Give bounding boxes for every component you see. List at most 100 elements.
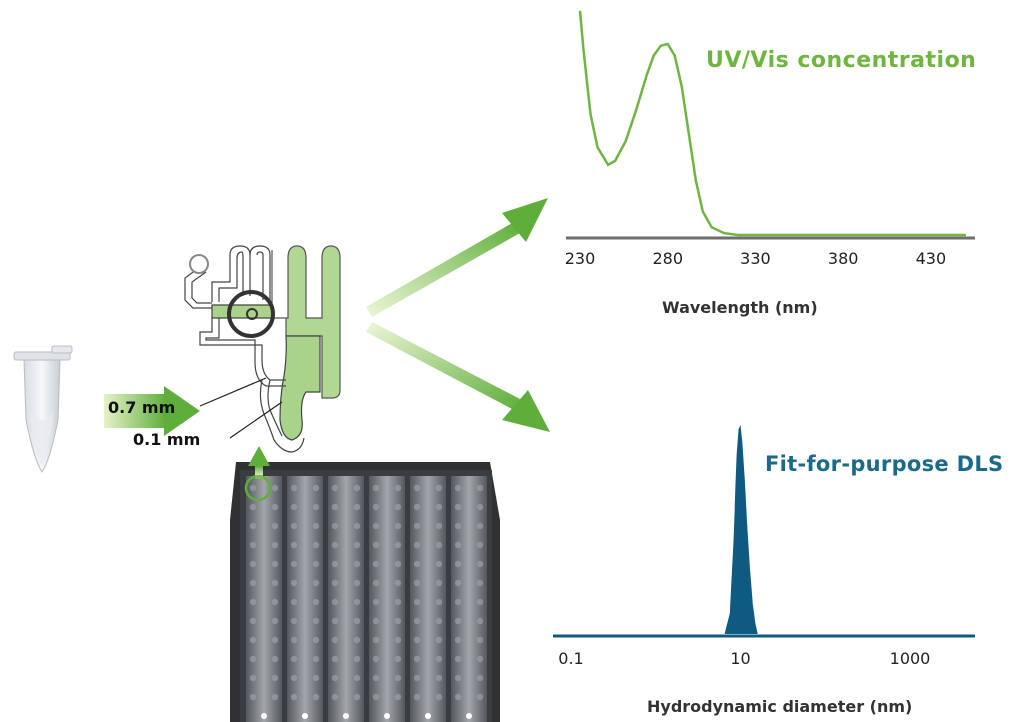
plate-well [353, 541, 361, 549]
dls-tick-label: 1000 [890, 649, 931, 668]
plate-well [435, 693, 443, 701]
plate-well [312, 636, 320, 644]
plate-well [394, 617, 402, 625]
plate-well [413, 636, 421, 644]
plate-well [372, 541, 380, 549]
plate-well [476, 560, 484, 568]
plate-well [454, 560, 462, 568]
plate-well [249, 693, 257, 701]
plate-well [413, 655, 421, 663]
dls-x-axis-label: Hydrodynamic diameter (nm) [647, 697, 913, 716]
plate-well [454, 617, 462, 625]
plate-well [394, 579, 402, 587]
plate-well [290, 579, 298, 587]
plate-well [290, 503, 298, 511]
plate-well [331, 541, 339, 549]
uv-chart-title: UV/Vis concentration [706, 48, 977, 73]
plate-well [435, 541, 443, 549]
plate-well [290, 522, 298, 530]
sample-tube-icon [13, 345, 73, 473]
plate-well [413, 503, 421, 511]
chip-filled-channels [211, 245, 341, 441]
plate-well [454, 674, 462, 682]
plate-lane-marker [302, 713, 308, 719]
plate-well [394, 598, 402, 606]
uv-tick-label: 280 [652, 249, 683, 268]
plate-well [394, 655, 402, 663]
plate-well [394, 541, 402, 549]
plate-well [290, 674, 298, 682]
plate-well [476, 674, 484, 682]
plate-lane [451, 476, 487, 722]
plate-well [271, 522, 279, 530]
plate-well [372, 674, 380, 682]
plate-well [331, 484, 339, 492]
plate-well [372, 655, 380, 663]
plate-well [331, 503, 339, 511]
plate-well [271, 503, 279, 511]
uv-tick-label: 380 [828, 249, 859, 268]
plate-well [312, 541, 320, 549]
plate-well [353, 522, 361, 530]
plate-well [435, 617, 443, 625]
uv-tick-label: 430 [916, 249, 947, 268]
plate-well [331, 617, 339, 625]
plate-well [353, 503, 361, 511]
dls-tick-label: 10 [730, 649, 750, 668]
plate-well [413, 484, 421, 492]
plate-well [394, 636, 402, 644]
plate-well [476, 617, 484, 625]
plate-well [435, 579, 443, 587]
plate-well [353, 674, 361, 682]
plate-well [476, 541, 484, 549]
plate-well [394, 560, 402, 568]
plate-lane [328, 476, 364, 722]
plate-well [331, 598, 339, 606]
uv-chart: 230 280 330 380 430 [565, 10, 975, 268]
plate-well [290, 560, 298, 568]
uv-series-line [578, 10, 966, 237]
plate-well [394, 693, 402, 701]
plate-lane [410, 476, 446, 722]
plate-well [413, 598, 421, 606]
plate-well [476, 522, 484, 530]
plate-well [413, 579, 421, 587]
plate-well [290, 655, 298, 663]
arrow-to-plate [104, 386, 200, 436]
plate-well [312, 617, 320, 625]
plate-well [271, 674, 279, 682]
plate-well [372, 617, 380, 625]
uv-tick-label: 330 [740, 249, 771, 268]
dls-chart-title: Fit-for-purpose DLS [765, 452, 1004, 476]
plate-well [476, 598, 484, 606]
plate-well [413, 617, 421, 625]
plate-well [271, 636, 279, 644]
plate-well [271, 693, 279, 701]
plate-well [312, 484, 320, 492]
plate-well [312, 674, 320, 682]
plate-well [353, 636, 361, 644]
plate-well [435, 522, 443, 530]
plate-well [372, 503, 380, 511]
plate-well [454, 522, 462, 530]
plate-well [249, 522, 257, 530]
plate-well [435, 636, 443, 644]
plate-well [271, 579, 279, 587]
plate-well [372, 598, 380, 606]
microfluidic-chip [184, 245, 341, 453]
plate-well [413, 693, 421, 701]
plate-well [290, 541, 298, 549]
plate-lane [287, 476, 323, 722]
plate-well [435, 503, 443, 511]
plate-well [290, 693, 298, 701]
chip-dimension-0-7: 0.7 mm [108, 398, 176, 417]
dls-tick-label: 0.1 [558, 649, 583, 668]
plate-well [271, 655, 279, 663]
plate-well [372, 484, 380, 492]
plate-well [249, 579, 257, 587]
plate-well [394, 674, 402, 682]
plate-lane-marker [384, 713, 390, 719]
plate-well [312, 503, 320, 511]
plate-well [353, 617, 361, 625]
